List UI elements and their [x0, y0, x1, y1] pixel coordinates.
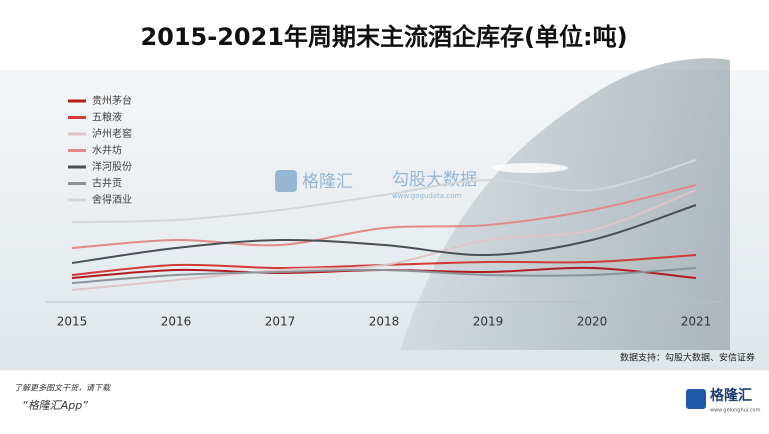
x-tick-label: 2017	[265, 315, 296, 329]
x-tick-label: 2021	[681, 315, 712, 329]
legend-label: 水井坊	[92, 144, 122, 157]
chart-title: 2015-2021年周期末主流酒企库存(单位:吨)	[140, 23, 627, 51]
series-line	[71, 159, 697, 223]
watermark-brand: 格隆汇	[302, 172, 353, 192]
series-line	[71, 184, 697, 249]
decor-swoosh	[400, 58, 730, 350]
watermark-logo	[275, 170, 297, 192]
decor-highlight	[492, 163, 568, 173]
footer-logo-icon	[686, 389, 706, 409]
legend-label: 洋河股份	[92, 160, 132, 173]
source: 数据支持：勾股大数据、安信证券	[620, 352, 755, 364]
watermark-partner: 勾股大数据	[392, 170, 477, 190]
footer-note: 了解更多图文干货，请下载	[14, 384, 111, 393]
series-line	[71, 204, 697, 264]
series-line	[71, 189, 697, 291]
legend-label: 贵州茅台	[92, 94, 132, 107]
x-tick-label: 2016	[161, 315, 192, 329]
legend-label: 五粮液	[92, 111, 122, 124]
x-tick-label: 2018	[369, 315, 400, 329]
legend-label: 舍得酒业	[92, 193, 132, 206]
footer-logo-url: www.gelonghui.com	[710, 408, 761, 414]
legend-label: 古井贡	[92, 177, 122, 190]
x-tick-label: 2020	[577, 315, 608, 329]
legend-label: 泸州老窖	[92, 127, 132, 140]
x-tick-label: 2019	[473, 315, 504, 329]
series-line	[71, 267, 697, 284]
footer-logo: 格隆汇	[710, 387, 752, 404]
watermark-url: www.gogudata.com	[392, 192, 461, 200]
footer-app: “格隆汇App”	[22, 399, 88, 412]
x-tick-label: 2015	[57, 315, 88, 329]
